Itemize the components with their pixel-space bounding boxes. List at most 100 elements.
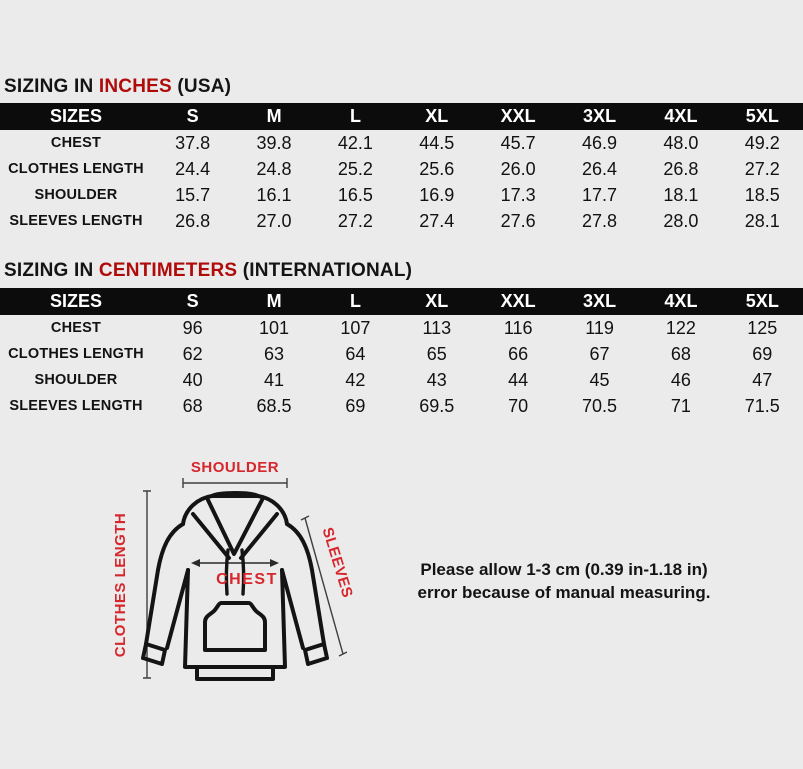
table-header-row: SIZES S M L XL XXL 3XL 4XL 5XL	[0, 288, 803, 315]
hood-inner-v	[206, 498, 264, 556]
size-value: 47	[752, 369, 773, 390]
size-value: 101	[259, 317, 290, 338]
size-value: 42.1	[337, 132, 373, 153]
size-value: 65	[426, 343, 447, 364]
size-value: 119	[585, 317, 614, 338]
size-value: 122	[665, 317, 696, 338]
note-line-1: Please allow 1-3 cm (0.39 in-1.18 in)	[420, 560, 708, 579]
size-value: 24.4	[175, 158, 211, 179]
size-value: 96	[182, 317, 203, 338]
col-header-xxl: XXL	[500, 106, 536, 126]
sleeves-measure-line	[304, 517, 344, 655]
sizing-table-inches: SIZES S M L XL XXL 3XL 4XL 5XL CHEST 37.8 39.8 42.1…	[0, 103, 803, 234]
row-label: CHEST	[50, 135, 102, 151]
col-header-s: S	[186, 106, 199, 126]
hoodie-outline	[141, 491, 329, 681]
sleeves-measure-ticks	[300, 515, 348, 657]
body-left-edge	[183, 568, 199, 669]
right-sleeve-outer	[285, 522, 326, 646]
size-value: 39.8	[256, 132, 292, 153]
chest-label: CHEST	[216, 571, 278, 588]
title-sizing-centimeters: SIZING IN CENTIMETERS (INTERNATIONAL)	[4, 260, 412, 282]
size-value: 68.5	[256, 395, 292, 416]
body-right-edge	[271, 568, 287, 669]
col-header-4xl: 4XL	[664, 291, 698, 311]
col-header-5xl: 5XL	[745, 291, 779, 311]
row-label: SLEEVES LENGTH	[9, 213, 143, 229]
col-header-5xl: 5XL	[745, 106, 779, 126]
hood-left-fold	[191, 512, 231, 560]
size-value: 63	[264, 343, 285, 364]
size-value: 26.8	[175, 210, 211, 231]
size-value: 17.7	[582, 184, 618, 205]
size-value: 16.1	[256, 184, 292, 205]
left-sleeve-outer	[144, 522, 185, 646]
size-value: 71	[670, 395, 691, 416]
size-value: 27.2	[337, 210, 373, 231]
size-value: 70.5	[582, 395, 618, 416]
title-suffix: (USA)	[171, 76, 232, 97]
size-value: 40	[182, 369, 203, 390]
hem-band	[195, 665, 275, 681]
size-value: 25.2	[337, 158, 373, 179]
size-value: 68	[182, 395, 203, 416]
size-value: 116	[503, 317, 533, 338]
title-prefix: SIZING IN	[4, 76, 99, 97]
size-value: 27.0	[256, 210, 292, 231]
right-sleeve-inner	[280, 568, 305, 650]
size-value: 28.1	[744, 210, 780, 231]
table-row: CLOTHES LENGTH 62 63 64 65 66 67 68 69	[0, 341, 803, 367]
table-row: CHEST 37.8 39.8 42.1 44.5 45.7 46.9 48.0 49.2	[0, 130, 803, 156]
col-header-s: S	[186, 291, 199, 311]
title-prefix: SIZING IN	[4, 260, 99, 281]
size-value: 18.1	[663, 184, 699, 205]
title-unit-inches: INCHES	[98, 76, 172, 97]
col-header-4xl: 4XL	[664, 106, 698, 126]
size-value: 16.9	[419, 184, 455, 205]
col-header-xl: XL	[425, 106, 449, 126]
kangaroo-pocket	[203, 601, 267, 652]
col-header-l: L	[349, 106, 361, 126]
size-value: 43	[426, 369, 447, 390]
size-value: 26.0	[500, 158, 536, 179]
size-value: 113	[422, 317, 452, 338]
left-sleeve-inner	[165, 568, 190, 650]
col-header-xxl: XXL	[500, 291, 536, 311]
size-value: 27.8	[582, 210, 618, 231]
size-value: 18.5	[744, 184, 780, 205]
sizing-table-centimeters: SIZES S M L XL XXL 3XL 4XL 5XL CHEST 96 101 107 113 1…	[0, 288, 803, 419]
size-value: 49.2	[744, 132, 780, 153]
table-row: CHEST 96 101 107 113 116 119 122 125	[0, 315, 803, 341]
col-header-xl: XL	[425, 291, 449, 311]
table-header-row: SIZES S M L XL XXL 3XL 4XL 5XL	[0, 103, 803, 130]
size-value: 69	[752, 343, 773, 364]
size-value: 66	[508, 343, 529, 364]
size-value: 44	[508, 369, 529, 390]
size-value: 27.6	[500, 210, 536, 231]
table-row: CLOTHES LENGTH 24.4 24.8 25.2 25.6 26.0 26.4 26…	[0, 156, 803, 182]
size-value: 27.2	[744, 158, 780, 179]
size-value: 125	[747, 317, 778, 338]
size-value: 45	[589, 369, 610, 390]
size-value: 46.9	[582, 132, 618, 153]
size-value: 68	[670, 343, 691, 364]
row-label: SLEEVES LENGTH	[9, 398, 143, 414]
row-label: SHOULDER	[34, 187, 118, 203]
hood-outer	[181, 491, 289, 526]
col-header-m: M	[266, 291, 282, 311]
note-line-2: error because of manual measuring.	[417, 583, 711, 602]
size-value: 44.5	[419, 132, 455, 153]
size-value: 64	[345, 343, 366, 364]
size-value: 70	[508, 395, 529, 416]
size-value: 48.0	[663, 132, 699, 153]
table-row: SHOULDER 40 41 42 43 44 45 46 47	[0, 367, 803, 393]
size-value: 42	[345, 369, 366, 390]
col-header-3xl: 3XL	[583, 106, 617, 126]
size-value: 25.6	[419, 158, 455, 179]
shoulder-measure-ticks	[182, 478, 288, 488]
size-value: 26.4	[582, 158, 618, 179]
size-value: 71.5	[744, 395, 780, 416]
col-header-l: L	[349, 291, 361, 311]
row-label: CHEST	[50, 320, 102, 336]
size-value: 69	[345, 395, 366, 416]
